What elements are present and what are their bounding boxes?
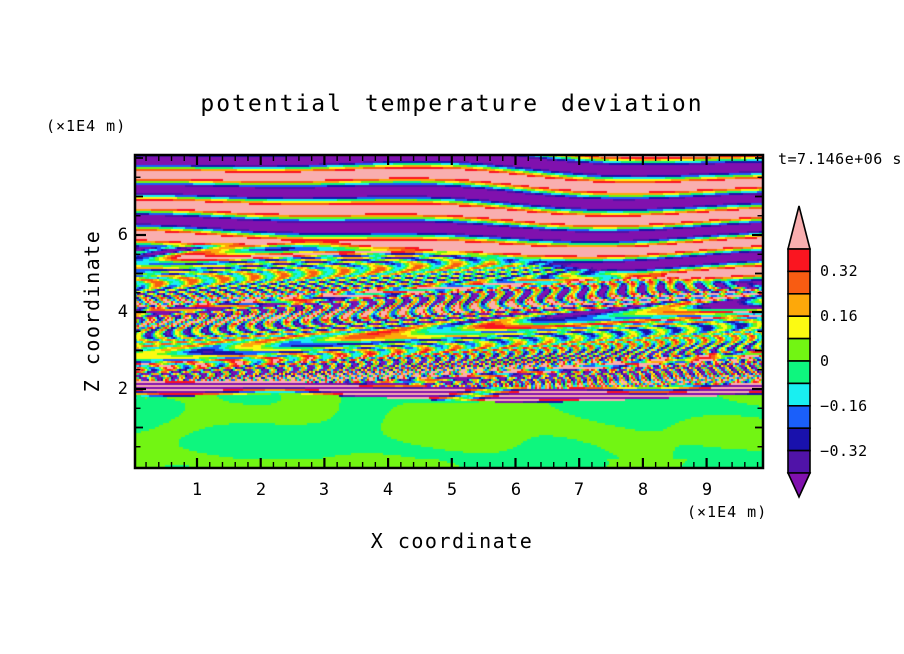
time-annotation: t=7.146e+06 s [778, 150, 902, 168]
colorbar-tick-label: 0.16 [820, 307, 859, 325]
colorbar-tick-label: −0.32 [820, 442, 868, 460]
x-tick-label: 1 [191, 480, 203, 500]
chart-title: potential temperature deviation [200, 91, 704, 117]
colorbar-tick-label: −0.16 [820, 397, 868, 415]
y-axis-units-label: (×1E4 m) [46, 117, 127, 135]
y-tick-label: 6 [117, 225, 128, 245]
colorbar-segment [787, 248, 811, 273]
colorbar-over-arrow [786, 205, 812, 250]
x-axis-units-label: (×1E4 m) [687, 503, 768, 521]
y-tick-label: 2 [117, 379, 128, 399]
y-tick-label: 4 [117, 302, 128, 322]
colorbar-tick-label: 0.32 [820, 262, 859, 280]
colorbar-segment [787, 449, 811, 474]
x-tick-label: 8 [637, 480, 649, 500]
colorbar-segment [787, 293, 811, 318]
x-tick-label: 9 [701, 480, 713, 500]
colorbar-segment [787, 382, 811, 407]
colorbar-tick-label: 0 [820, 352, 830, 370]
colorbar-segment [787, 270, 811, 295]
colorbar-segment [787, 360, 811, 385]
colorbar-segment [787, 427, 811, 452]
x-axis-title: X coordinate [370, 529, 534, 553]
x-tick-label: 7 [573, 480, 585, 500]
x-tick-label: 6 [510, 480, 522, 500]
colorbar-segment [787, 337, 811, 362]
x-tick-label: 4 [382, 480, 394, 500]
x-tick-label: 2 [255, 480, 267, 500]
colorbar-segment [787, 315, 811, 340]
colorbar [786, 205, 812, 499]
contour-field [135, 155, 763, 468]
x-tick-label: 3 [318, 480, 330, 500]
x-tick-label: 5 [446, 480, 458, 500]
colorbar-under-arrow [786, 472, 812, 499]
colorbar-segment [787, 405, 811, 430]
